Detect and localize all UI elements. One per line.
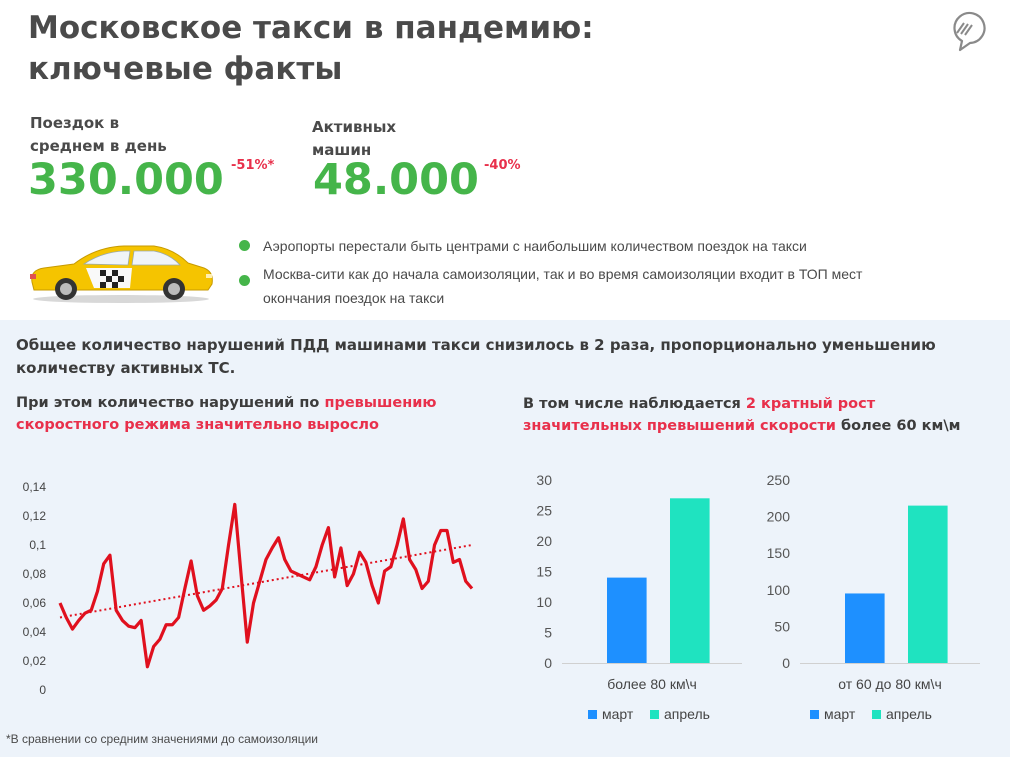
bar-chart-ytick-label: 200 <box>767 509 791 525</box>
legend-swatch-april <box>872 710 881 719</box>
kpi-cars-delta: -40% <box>484 158 521 173</box>
bar-chart-ytick-label: 50 <box>774 618 790 634</box>
bar-chart-ytick-label: 100 <box>767 582 791 598</box>
taxi-car-icon <box>30 245 213 303</box>
legend-swatch-march <box>588 710 597 719</box>
bar-chart-ytick-label: 0 <box>782 655 790 671</box>
analytics-panel <box>0 320 1010 757</box>
bar-chart-over-80: 0 5 10 15 20 25 30 более 80 км\ч март апрель <box>536 472 742 722</box>
title-line-1: Московское такси в пандемию: <box>28 10 594 46</box>
footnote: *В сравнении со средним значениями до са… <box>6 732 318 746</box>
line-chart-ytick-label: 0 <box>39 683 46 697</box>
legend-label-april: апрель <box>886 706 932 722</box>
fact-moscow-city: Москва-сити как до начала самоизоляции, … <box>263 266 863 306</box>
bar-chart-ytick-label: 250 <box>767 472 791 488</box>
left-chart-heading: При этом количество нарушений по превыше… <box>16 395 437 433</box>
violations-series-line <box>58 502 474 669</box>
fact-bullet-1 <box>239 240 250 251</box>
legend-swatch-march <box>810 710 819 719</box>
bar-april <box>908 505 948 663</box>
fact-airports: Аэропорты перестали быть центрами с наиб… <box>263 238 807 254</box>
title-line-2: ключевые факты <box>28 51 343 87</box>
bar-march <box>607 577 647 663</box>
line-chart-ytick-label: 0,02 <box>23 654 47 668</box>
speeding-line-chart: 0 0,02 0,04 0,06 0,08 0,1 0,12 0,14 <box>23 480 474 697</box>
bar-chart-60-80: 0 50 100 150 200 250 от 60 до 80 км\ч март апрел… <box>767 472 980 722</box>
legend-label-march: март <box>602 706 634 722</box>
fact-bullet-2 <box>239 275 250 286</box>
bar-chart-ytick-label: 25 <box>536 503 552 519</box>
line-chart-ytick-label: 0,1 <box>29 538 46 552</box>
bar-april <box>670 498 710 663</box>
bar-chart-ytick-label: 15 <box>536 564 552 580</box>
bar-march <box>845 593 885 663</box>
right-chart-heading: В том числе наблюдается 2 кратный рост з… <box>523 396 961 434</box>
kpi-trips-label: Поездок в среднем в день <box>30 114 167 155</box>
page-title: Московское такси в пандемию: ключевые фа… <box>28 8 594 90</box>
legend-label-march: март <box>824 706 856 722</box>
line-chart-ytick-label: 0,12 <box>23 509 47 523</box>
bar-chart-ytick-label: 0 <box>544 655 552 671</box>
legend-label-april: апрель <box>664 706 710 722</box>
legend-swatch-april <box>650 710 659 719</box>
line-chart-ytick-label: 0,06 <box>23 596 47 610</box>
bar-chart-ytick-label: 5 <box>544 625 552 641</box>
bar-chart-category-label: более 80 км\ч <box>607 676 697 692</box>
bar-chart-ytick-label: 20 <box>536 533 552 549</box>
kpi-cars-value: 48.000 <box>313 155 479 205</box>
bar-chart-category-label: от 60 до 80 км\ч <box>838 676 941 692</box>
bar-chart-ytick-label: 30 <box>536 472 552 488</box>
location-pin-logo-icon <box>953 11 986 52</box>
bar-chart-ytick-label: 10 <box>536 594 552 610</box>
violations-intro: Общее количество нарушений ПДД машинами … <box>16 336 936 377</box>
line-chart-ytick-label: 0,08 <box>23 567 47 581</box>
line-chart-ytick-label: 0,14 <box>23 480 47 494</box>
line-chart-ytick-label: 0,04 <box>23 625 47 639</box>
bar-chart-ytick-label: 150 <box>767 545 791 561</box>
kpi-trips-value: 330.000 <box>28 155 224 205</box>
kpi-cars-label: Активных машин <box>312 118 397 159</box>
kpi-trips-delta: -51%* <box>231 158 275 173</box>
